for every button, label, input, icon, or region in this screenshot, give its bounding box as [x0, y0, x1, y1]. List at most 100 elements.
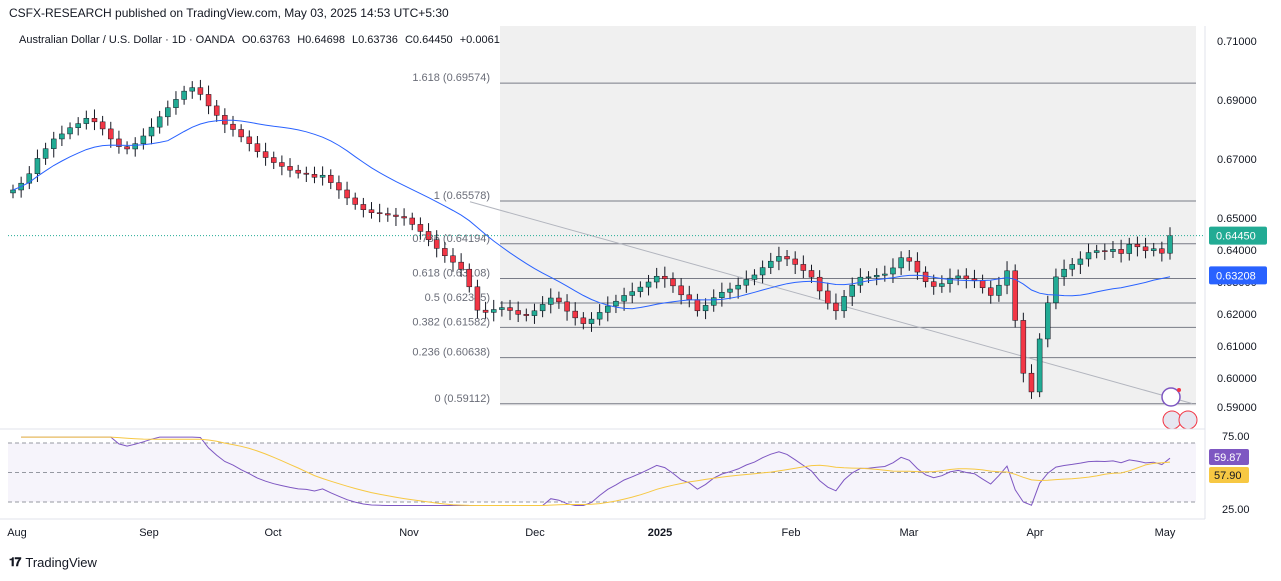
- candle-body: [531, 310, 538, 316]
- candle-body: [710, 297, 717, 306]
- time-tick-label: Nov: [399, 527, 419, 539]
- candle-body: [947, 277, 953, 284]
- event-flag-icon: [1178, 410, 1198, 430]
- candle-body: [743, 279, 750, 286]
- time-tick-label: May: [1155, 527, 1176, 539]
- candle-body: [751, 274, 758, 280]
- tradingview-logo[interactable]: 𝟏𝟕 TradingView: [9, 555, 97, 570]
- candle-body: [1028, 372, 1035, 393]
- candle-body: [132, 143, 138, 150]
- candle-body: [979, 280, 986, 289]
- candle-body: [776, 256, 782, 262]
- candle-body: [613, 300, 619, 307]
- candle-body: [1045, 302, 1051, 340]
- candle-body: [955, 275, 961, 279]
- fib-level-label: 1.618 (0.69574): [412, 72, 490, 84]
- candle-body: [83, 118, 90, 124]
- candle-body: [328, 174, 334, 183]
- candle-body: [882, 273, 888, 276]
- candle-body: [515, 310, 521, 315]
- open-value: O0.63763: [241, 34, 291, 46]
- candle-body: [686, 294, 693, 300]
- candle-body: [140, 135, 147, 144]
- rsi-tick-label: 75.00: [1222, 431, 1250, 443]
- candle-body: [352, 197, 358, 205]
- candle-body: [393, 214, 399, 217]
- tradingview-logo-icon: 𝟏𝟕: [9, 555, 21, 569]
- price-tick-label: 0.60000: [1217, 373, 1257, 385]
- candle-body: [499, 307, 505, 310]
- symbol-name[interactable]: Australian Dollar / U.S. Dollar · 1D · O…: [19, 34, 235, 46]
- candle-body: [1167, 235, 1173, 254]
- candle-body: [808, 270, 815, 278]
- candle-body: [890, 267, 896, 275]
- candle-body: [596, 312, 603, 320]
- candle-body: [311, 174, 318, 178]
- publish-line: CSFX-RESEARCH published on TradingView.c…: [9, 6, 449, 20]
- candle-body: [939, 283, 945, 287]
- candle-body: [507, 307, 513, 311]
- rsi-ma-tag: [1209, 467, 1249, 483]
- candle-body: [1102, 250, 1108, 252]
- candle-body: [442, 248, 448, 257]
- candle-body: [376, 212, 383, 214]
- candle-body: [213, 105, 220, 116]
- candle-body: [1126, 243, 1133, 254]
- fib-level-label: 0.786 (0.64194): [412, 233, 490, 245]
- candle-body: [50, 138, 57, 149]
- candle-body: [34, 158, 41, 175]
- candle-body: [996, 284, 1002, 296]
- candle-body: [99, 121, 106, 130]
- candle-body: [572, 310, 578, 319]
- price-tick-label: 0.59000: [1217, 402, 1257, 414]
- candle-body: [75, 123, 81, 128]
- rsi-ma-label: 57.90: [1214, 470, 1242, 482]
- ma-value-label: 0.63208: [1216, 270, 1256, 282]
- rsi-tick-label: 25.00: [1222, 504, 1250, 516]
- time-tick-label: Mar: [900, 527, 919, 539]
- fib-level-label: 0 (0.59112): [435, 393, 490, 405]
- candle-body: [26, 173, 33, 184]
- candle-body: [124, 146, 130, 150]
- candle-body: [865, 276, 872, 279]
- fib-level-label: 0.618 (0.63108): [412, 268, 490, 280]
- alert-icon: [1161, 387, 1181, 407]
- candle-body: [556, 297, 562, 303]
- candle-body: [270, 157, 277, 163]
- candle-body: [930, 281, 937, 287]
- candle-body: [42, 148, 49, 159]
- time-tick-label: 2025: [648, 527, 672, 539]
- candle-body: [10, 189, 16, 194]
- candle-body: [287, 166, 293, 171]
- candle-body: [368, 209, 375, 213]
- fib-level-label: 0.382 (0.61582): [412, 316, 490, 328]
- event-flag-icon: [1162, 410, 1182, 430]
- time-tick-label: Oct: [264, 527, 281, 539]
- candle-body: [580, 317, 587, 324]
- candle-body: [539, 304, 546, 312]
- candle-body: [588, 318, 595, 324]
- candle-body: [490, 309, 497, 313]
- rsi-line: [21, 436, 1171, 506]
- candle-body: [385, 213, 391, 216]
- price-tick-label: 0.67000: [1217, 154, 1257, 166]
- candle-body: [719, 291, 725, 298]
- candle-body: [670, 278, 676, 287]
- candle-body: [197, 87, 204, 95]
- price-tick-label: 0.71000: [1217, 36, 1257, 48]
- candle-body: [466, 268, 473, 288]
- price-tick-label: 0.65000: [1217, 213, 1257, 225]
- time-tick-label: Dec: [525, 527, 545, 539]
- candle-body: [800, 264, 807, 271]
- candle-body: [450, 255, 456, 263]
- candle-body: [678, 285, 684, 296]
- candle-body: [1093, 250, 1100, 253]
- candle-body: [205, 94, 212, 107]
- candle-body: [262, 151, 269, 158]
- candle-body: [605, 305, 611, 313]
- candle-body: [621, 295, 627, 302]
- candle-body: [629, 291, 635, 296]
- fib-level-label: 0.5 (0.62345): [425, 292, 490, 304]
- time-tick-label: Aug: [7, 527, 27, 539]
